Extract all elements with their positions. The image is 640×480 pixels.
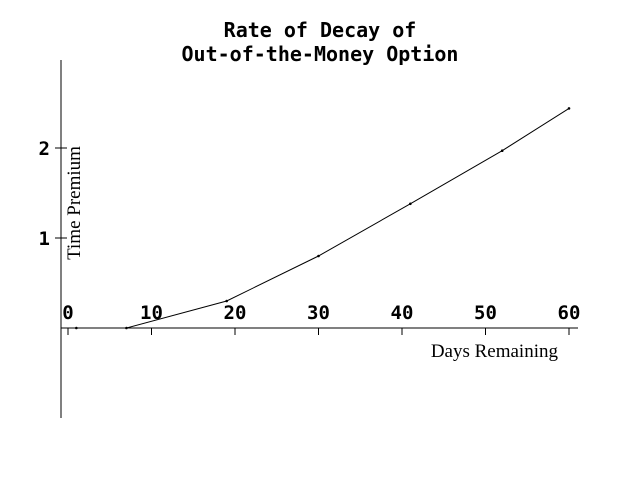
x-tick-label-3: 30	[307, 302, 330, 324]
data-point-0-0	[75, 326, 78, 330]
ticks: 0 10 20 30 40 50 60 1 2	[39, 138, 581, 335]
series-line-0	[76, 107, 570, 329]
x-tick-label-1: 10	[140, 302, 163, 324]
y-tick-label-0: 1	[39, 228, 50, 250]
y-axis-label: Time Premium	[64, 146, 85, 260]
series	[75, 107, 571, 330]
x-tick-label-4: 40	[391, 302, 414, 324]
data-point-0-6	[567, 107, 571, 110]
x-tick-label-5: 50	[474, 302, 497, 324]
data-point-0-3	[317, 254, 320, 258]
x-axis-label: Days Remaining	[431, 341, 559, 362]
chart-title-line-2: Out-of-the-Money Option	[182, 42, 459, 66]
data-point-0-4	[409, 202, 412, 206]
axes	[60, 60, 578, 418]
y-tick-label-1: 2	[39, 138, 50, 160]
x-tick-label-2: 20	[224, 302, 247, 324]
data-point-0-1	[125, 326, 128, 330]
data-point-0-2	[225, 299, 228, 303]
x-tick-label-0: 0	[62, 302, 73, 324]
x-tick-label-6: 60	[558, 302, 581, 324]
chart-title-line-1: Rate of Decay of	[224, 18, 417, 42]
data-point-0-5	[500, 149, 504, 152]
